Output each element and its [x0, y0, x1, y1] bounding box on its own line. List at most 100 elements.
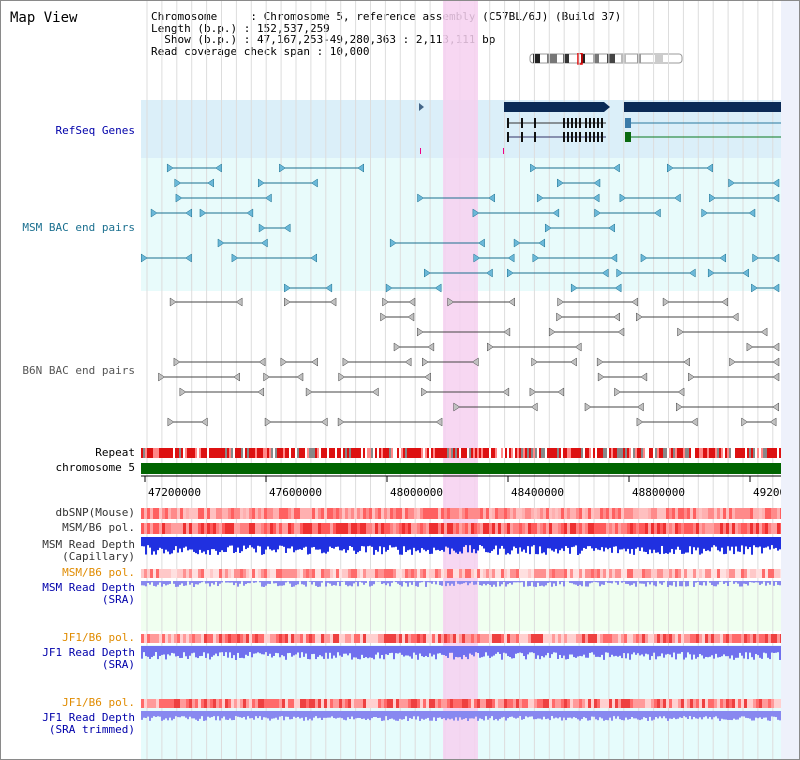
bac-end	[674, 193, 681, 203]
track-label-msm-depth-capillary[interactable]: MSM Read Depth (Capillary)	[42, 539, 135, 563]
heat-cell	[705, 523, 708, 534]
heat-cell	[654, 634, 657, 643]
heat-cell	[729, 634, 732, 643]
track-label-dbsnp[interactable]: dbSNP(Mouse)	[55, 506, 135, 519]
heat-cell	[663, 699, 666, 708]
heat-cell	[558, 569, 561, 578]
track-label-msm-bac[interactable]: MSM BAC end pairs	[22, 221, 135, 234]
exon	[567, 132, 569, 142]
heat-cell	[588, 569, 591, 578]
repeat-bar	[679, 448, 681, 458]
repeat-bar	[437, 448, 439, 458]
depth-bar	[617, 646, 619, 657]
heat-cell	[477, 523, 480, 534]
heat-cell	[441, 508, 444, 519]
track-label-msm-pol-2[interactable]: MSM/B6 pol.	[62, 566, 135, 579]
depth-bar	[757, 711, 759, 719]
track-label-jf1-pol[interactable]: JF1/B6 pol.	[62, 631, 135, 644]
depth-bar	[251, 711, 253, 719]
heat-cell	[600, 523, 603, 534]
heat-cell	[195, 523, 198, 534]
heat-cell	[348, 634, 351, 643]
heat-cell	[594, 699, 597, 708]
heat-cell	[534, 634, 537, 643]
heat-cell	[294, 699, 297, 708]
repeat-bar	[295, 448, 297, 458]
chromosome-ideogram[interactable]	[529, 53, 685, 65]
heat-cell	[669, 569, 672, 578]
bac-end	[305, 387, 313, 397]
depth-bar	[261, 581, 263, 587]
depth-bar	[459, 581, 461, 585]
heat-cell	[159, 699, 162, 708]
heat-cell	[750, 634, 753, 643]
repeat-bar	[215, 448, 217, 458]
depth-bar	[745, 711, 747, 718]
heat-cell	[549, 508, 552, 519]
heat-cell	[195, 569, 198, 578]
depth-bar	[665, 646, 667, 655]
depth-bar	[705, 646, 707, 657]
heat-cell	[168, 508, 171, 519]
heat-cell	[228, 523, 231, 534]
track-label-jf1-depth[interactable]: JF1 Read Depth (SRA)	[42, 647, 135, 671]
depth-bar	[181, 537, 183, 553]
heat-cell	[681, 634, 684, 643]
depth-bar	[551, 646, 553, 655]
depth-bar	[325, 581, 327, 587]
depth-bar	[255, 581, 257, 583]
repeat-bar	[593, 448, 595, 458]
heat-cell	[201, 569, 204, 578]
depth-bar	[567, 537, 569, 548]
heat-cell	[249, 634, 252, 643]
depth-bar	[595, 646, 597, 657]
heat-cell	[165, 699, 168, 708]
track-label-jf1-pol-2[interactable]: JF1/B6 pol.	[62, 696, 135, 709]
track-label-chromosome[interactable]: chromosome 5	[55, 461, 135, 474]
heat-cell	[513, 523, 516, 534]
repeat-bar	[187, 448, 189, 458]
track-label-msm-pol[interactable]: MSM/B6 pol.	[62, 521, 135, 534]
track-label-msm-depth-sra[interactable]: MSM Read Depth (SRA)	[42, 582, 135, 606]
depth-bar	[523, 711, 525, 720]
depth-bar	[237, 581, 239, 587]
depth-bar	[545, 646, 547, 656]
heat-cell	[165, 508, 168, 519]
depth-bar	[233, 581, 235, 586]
repeat-bar	[379, 448, 381, 458]
depth-bar	[695, 581, 697, 583]
heat-cell	[333, 569, 336, 578]
exon	[597, 132, 599, 142]
track-label-repeat[interactable]: Repeat	[95, 446, 135, 459]
depth-bar	[387, 581, 389, 584]
track-label-jf1-depth-trimmed[interactable]: JF1 Read Depth (SRA trimmed)	[42, 712, 135, 736]
depth-bar	[671, 581, 673, 586]
heat-cell	[267, 523, 270, 534]
vertical-scrollbar[interactable]	[781, 1, 799, 759]
depth-bar	[723, 581, 725, 584]
repeat-bar	[707, 448, 709, 458]
heat-cell	[360, 569, 363, 578]
depth-bar	[327, 537, 329, 552]
track-label-refseq[interactable]: RefSeq Genes	[55, 124, 135, 137]
depth-bar	[647, 537, 649, 555]
depth-bar	[259, 537, 261, 547]
heat-cell	[147, 569, 150, 578]
depth-bar	[399, 646, 401, 653]
heat-cell	[222, 569, 225, 578]
heat-cell	[615, 699, 618, 708]
repeat-bar	[713, 448, 715, 458]
heat-cell	[444, 523, 447, 534]
heat-cell	[537, 508, 540, 519]
heat-cell	[747, 508, 750, 519]
track-label-b6n-bac[interactable]: B6N BAC end pairs	[22, 364, 135, 377]
repeat-bar	[211, 448, 213, 458]
heat-cell	[549, 569, 552, 578]
repeat-bar	[309, 448, 311, 458]
heat-cell	[234, 699, 237, 708]
depth-bar	[157, 711, 159, 717]
bac-end	[544, 223, 552, 233]
depth-bar	[427, 646, 429, 658]
depth-bar	[483, 646, 485, 657]
